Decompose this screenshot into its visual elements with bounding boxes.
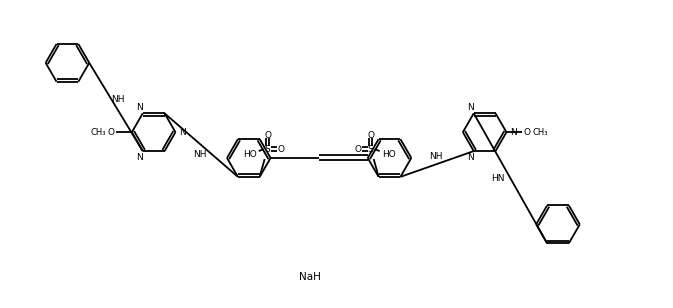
Text: HN: HN [491,174,504,183]
Text: NaH: NaH [299,272,321,282]
Text: CH₃: CH₃ [90,128,106,137]
Text: O: O [108,128,114,137]
Text: N: N [467,152,474,162]
Text: N: N [179,128,186,137]
Text: O: O [524,128,531,137]
Text: O: O [354,144,361,154]
Text: NH: NH [429,152,443,160]
Text: HO: HO [382,150,396,159]
Text: NH: NH [194,151,207,160]
Text: S: S [264,144,271,154]
Text: O: O [264,131,271,140]
Text: N: N [510,128,517,137]
Text: NH: NH [111,95,125,103]
Text: S: S [368,144,374,154]
Text: N: N [136,103,143,112]
Text: HO: HO [243,150,256,159]
Text: O: O [367,131,374,140]
Text: N: N [467,103,474,112]
Text: O: O [277,144,284,154]
Text: N: N [136,152,143,162]
Text: CH₃: CH₃ [532,128,548,137]
